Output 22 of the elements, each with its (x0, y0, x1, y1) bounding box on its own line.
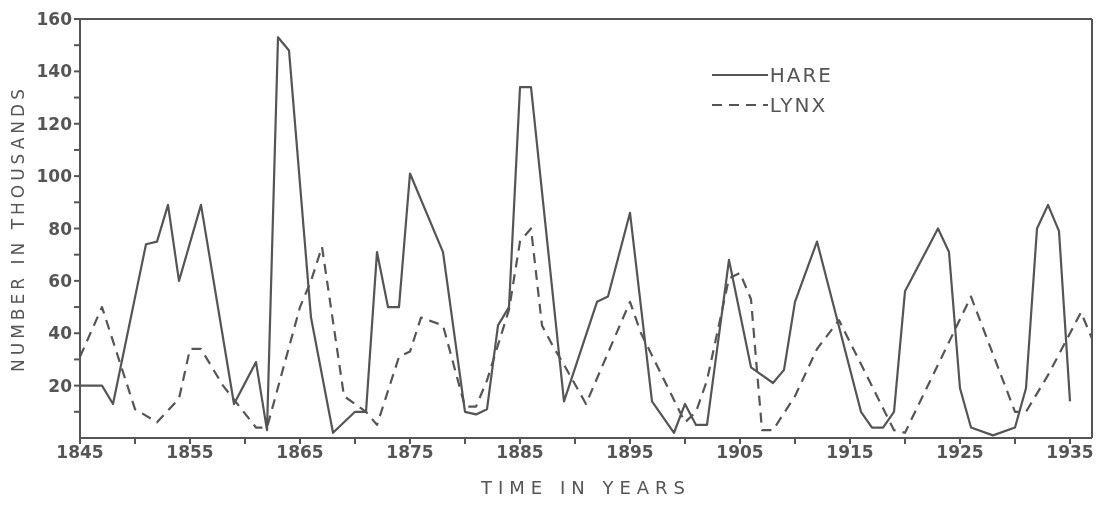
x-tick-label: 1855 (166, 442, 214, 463)
x-tick-label: 1875 (386, 442, 434, 463)
legend-label: HARE (769, 63, 833, 87)
x-tick-label: 1895 (606, 442, 654, 463)
y-tick-label: 160 (36, 9, 73, 30)
x-tick-label: 1865 (276, 442, 324, 463)
y-tick-label: 20 (48, 375, 73, 396)
x-tick-label: 1925 (936, 442, 984, 463)
y-tick-label: 100 (36, 166, 73, 187)
legend-label: LYNX (769, 93, 828, 117)
x-tick-label: 1915 (826, 442, 874, 463)
x-tick-label: 1905 (716, 442, 764, 463)
y-axis-title: NUMBER IN THOUSANDS (8, 85, 29, 372)
y-tick-label: 140 (36, 61, 73, 82)
y-tick-label: 60 (48, 270, 73, 291)
x-tick-label: 1935 (1046, 442, 1094, 463)
x-tick-label: 1885 (496, 442, 544, 463)
y-tick-label: 40 (48, 323, 73, 344)
y-tick-label: 80 (48, 218, 73, 239)
x-axis-title: TIME IN YEARS (479, 477, 692, 498)
x-tick-label: 1845 (56, 442, 104, 463)
y-tick-label: 120 (36, 113, 73, 134)
